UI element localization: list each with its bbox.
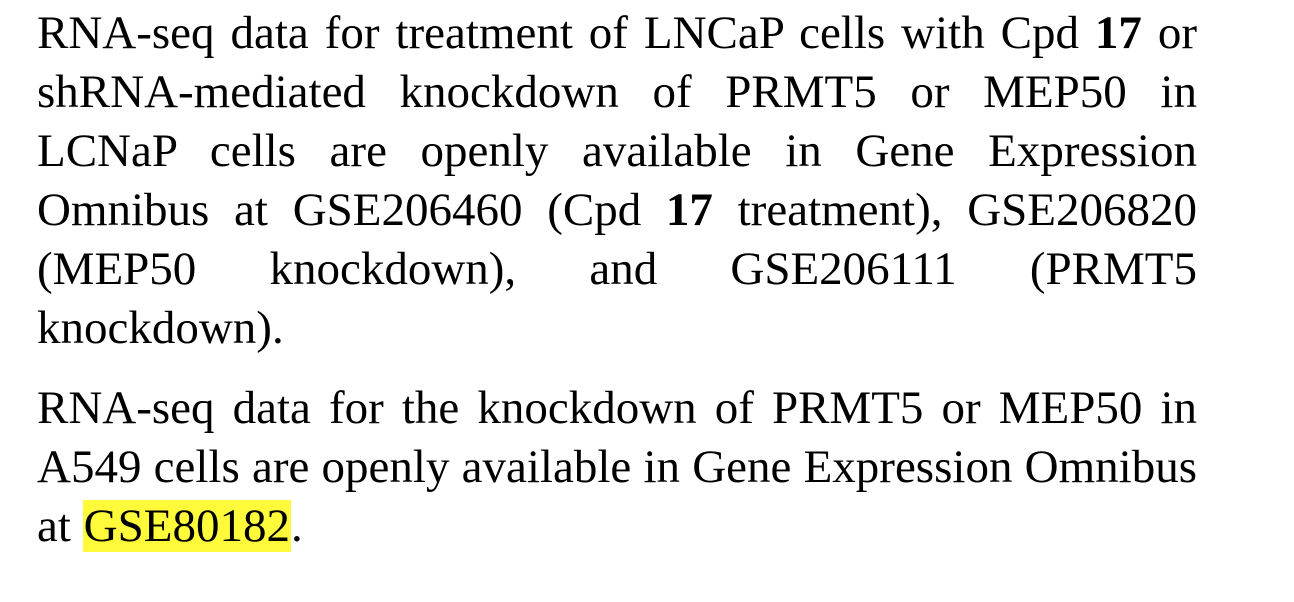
paragraph-1-text-end: treat­ment), GSE206820 (MEP50 knockdown)… <box>37 184 1197 354</box>
compound-number-bold: 17 <box>665 184 713 236</box>
paragraph-1-text-start: RNA-seq data for treatment of LNCaP cell… <box>37 7 1095 59</box>
paragraph-2-text-end: . <box>290 500 303 552</box>
data-availability-paragraph-1: RNA-seq data for treatment of LNCaP cell… <box>37 4 1197 358</box>
highlighted-accession-link[interactable]: GSE80182 <box>82 500 291 552</box>
compound-number-bold: 17 <box>1094 7 1142 59</box>
paragraph-1-text-middle: or shRNA-mediated knockdown of PRMT5 or … <box>37 7 1198 236</box>
data-availability-paragraph-2: RNA-seq data for the knockdown of PRMT5 … <box>37 379 1197 556</box>
paragraph-2-text-start: RNA-seq data for the knockdown of PRMT5 … <box>37 382 1197 552</box>
